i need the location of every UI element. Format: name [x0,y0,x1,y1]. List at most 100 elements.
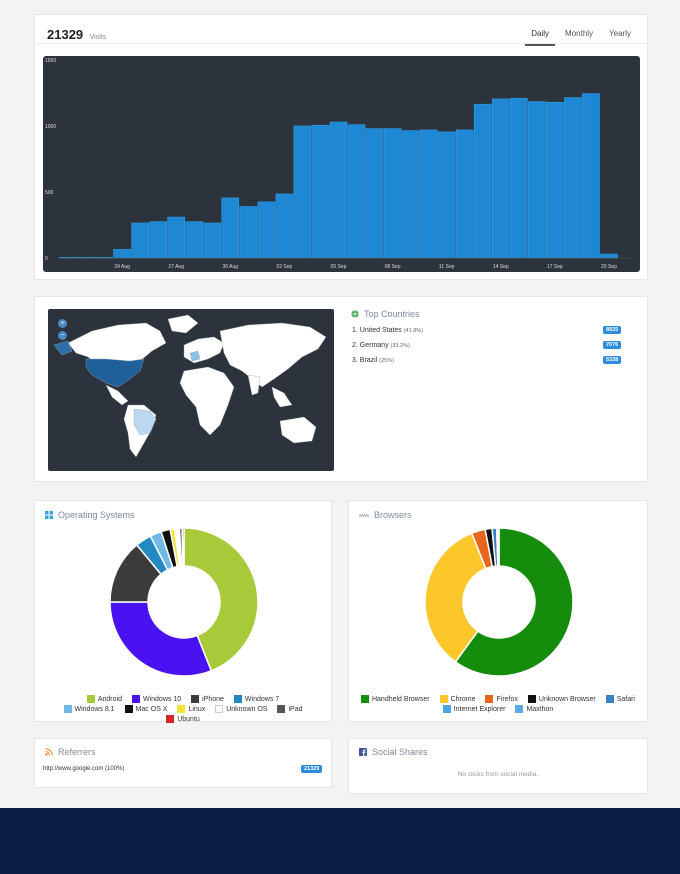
bar[interactable] [203,222,222,259]
browsers-title-label: Browsers [374,510,412,520]
legend-swatch [277,705,286,713]
legend-item[interactable]: Safari [605,695,635,703]
donut-slice[interactable] [183,527,259,672]
legend-item[interactable]: Linux [177,705,205,713]
donut-slice[interactable] [497,527,500,567]
bar[interactable] [347,124,366,259]
legend-item[interactable]: Chrome [439,695,476,703]
legend-item[interactable]: iPhone [191,695,224,703]
referrer-pct: (100%) [105,766,125,772]
legend-item[interactable]: Windows 8.1 [63,705,115,713]
visits-header: 21329 Visits [47,26,106,44]
germany-shape [189,350,201,362]
donut-slice[interactable] [454,527,574,677]
legend-label: Windows 8.1 [74,705,115,713]
legend-item[interactable]: iPad [277,705,302,713]
referrer-row[interactable]: http://www.google.com (100%) [43,766,124,772]
referrers-card: Referrers http://www.google.com (100%) 2… [34,738,332,788]
world-map-svg [53,314,327,458]
map-zoom-out-button[interactable]: − [58,331,67,340]
donut-slice[interactable] [181,527,185,567]
browsers-title: www Browsers [359,510,412,520]
legend-label: Windows 7 [244,695,280,703]
svg-text:www: www [359,513,369,518]
bar[interactable] [383,128,402,259]
tab-yearly[interactable]: Yearly [609,29,631,38]
bar[interactable] [275,193,294,259]
legend-label: iPad [288,705,303,713]
bar[interactable] [582,93,600,259]
bar[interactable] [113,249,131,259]
australia-shape [279,416,317,444]
bar[interactable] [131,222,149,259]
bar[interactable] [149,221,167,259]
bar[interactable] [528,101,546,259]
globe-icon [351,310,359,318]
southeast-asia-shape [271,386,293,408]
bar[interactable] [365,128,384,259]
bar[interactable] [293,125,312,259]
header-divider [35,43,647,44]
rss-icon [45,748,53,756]
bar[interactable] [311,125,330,259]
legend-label: iPhone [202,695,224,703]
os-legend: Android Windows 10 iPhone Windows 7 Windows … [35,695,331,723]
bar[interactable] [509,97,528,259]
bar[interactable] [221,197,240,259]
legend-swatch [177,705,186,713]
donut-slice[interactable] [424,532,487,663]
legend-item[interactable]: Unknown OS [215,705,267,713]
bar[interactable] [455,129,474,259]
map-zoom-in-button[interactable]: + [58,319,67,328]
country-count-badge: 7076 [603,341,622,349]
referrer-url[interactable]: http://www.google.com [43,766,104,772]
legend-swatch [442,705,451,713]
legend-item[interactable]: Windows 10 [131,695,181,703]
os-title: Operating Systems [45,510,135,520]
legend-label: Ubuntu [177,715,200,723]
tab-daily[interactable]: Daily [525,27,556,46]
bar[interactable] [564,97,582,259]
bar[interactable] [257,201,276,259]
legend-swatch [124,705,133,713]
bar[interactable] [419,129,438,259]
bar[interactable] [473,103,492,259]
legend-item[interactable]: Windows 7 [233,695,280,703]
bar[interactable] [167,216,186,259]
world-map[interactable]: + − [48,309,334,471]
legend-swatch [605,695,614,703]
legend-item[interactable]: Unknown Browser [527,695,596,703]
geo-card: + − Top Countries 1. United States (41.8… [34,296,648,482]
bar[interactable] [437,131,456,259]
legend-label: Chrome [450,695,476,703]
x-tick-label: 14 Sep [493,264,509,270]
referrers-title: Referrers [45,747,96,757]
tab-monthly[interactable]: Monthly [565,29,594,38]
bar[interactable] [491,98,510,259]
canada-greenland-shape [167,314,199,334]
bar[interactable] [600,253,618,259]
legend-item[interactable]: Maxthon [515,705,553,713]
legend-label: Handheld Browser [371,695,430,703]
country-name: 2. Germany [352,342,389,349]
legend-item[interactable]: Mac OS X [124,705,167,713]
y-tick-label: 1000 [45,124,56,130]
legend-item[interactable]: Firefox [485,695,518,703]
country-count-badge: 8925 [603,326,622,334]
legend-item[interactable]: Handheld Browser [360,695,430,703]
legend-item[interactable]: Internet Explorer [442,705,506,713]
bar[interactable] [239,206,258,259]
legend-item[interactable]: Ubuntu [166,715,200,723]
bar[interactable] [546,101,564,259]
legend-label: Linux [188,705,206,713]
legend-label: Unknown Browser [538,695,596,703]
bar[interactable] [401,130,420,259]
bar[interactable] [329,121,348,259]
legend-swatch [86,695,95,703]
legend-label: Internet Explorer [453,705,506,713]
bar[interactable] [185,221,204,259]
donut-slice[interactable] [109,601,213,677]
country-row: 3. Brazil (25%) [352,357,394,364]
legend-swatch [131,695,140,703]
legend-item[interactable]: Android [86,695,122,703]
